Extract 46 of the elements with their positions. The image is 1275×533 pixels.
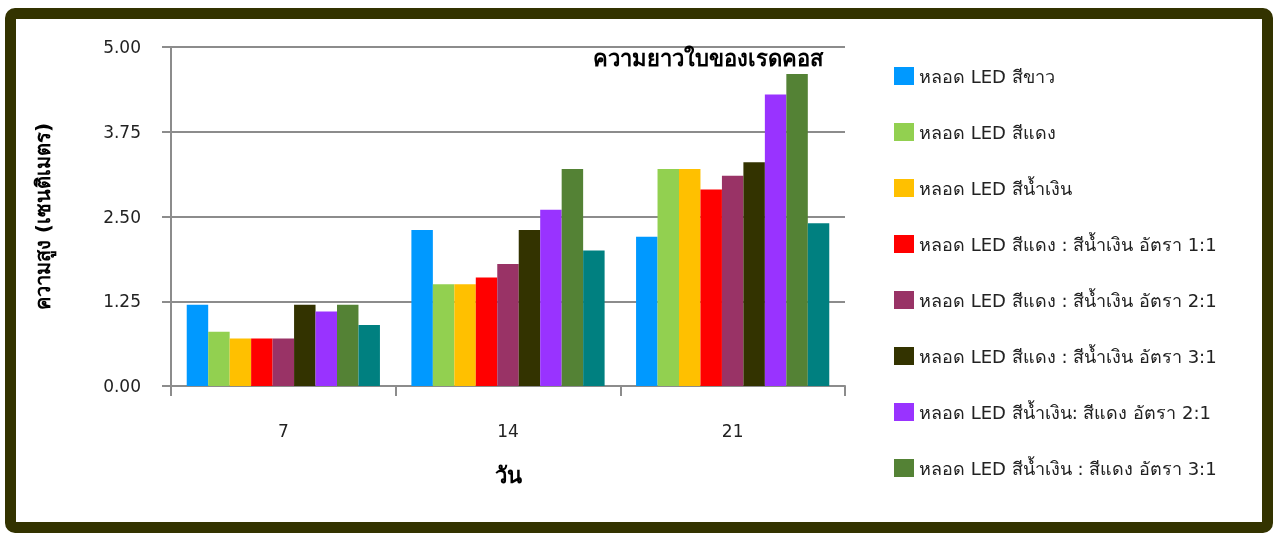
bar [432, 284, 455, 386]
bar [518, 230, 541, 386]
bar [229, 338, 252, 386]
bar [454, 284, 476, 386]
legend-label: หลอด LED สีน้ำเงิน : สีแดง อัตรา 3:1 [919, 455, 1217, 479]
x-tick-label: 7 [277, 420, 289, 441]
bar [208, 331, 230, 386]
bar [497, 263, 519, 386]
bar [315, 311, 337, 386]
bar [411, 230, 433, 386]
y-tick-label: 1.25 [103, 291, 141, 312]
bar [636, 236, 658, 386]
bar [583, 250, 605, 386]
legend-label: หลอด LED สีแดง : สีน้ำเงิน อัตรา 2:1 [919, 287, 1217, 311]
bar [475, 277, 498, 386]
chart-title: ความยาวใบของเรดคอส [593, 44, 824, 71]
x-tick-label: 21 [721, 420, 744, 441]
y-tick-label: 5.00 [103, 37, 141, 57]
bar [786, 74, 808, 386]
y-tick-label: 0.00 [103, 376, 141, 396]
bar [700, 189, 722, 386]
legend-label: หลอด LED สีแดง : สีน้ำเงิน อัตรา 1:1 [919, 231, 1217, 255]
bar [337, 304, 359, 386]
legend-label: หลอด LED สีแดง : สีน้ำเงิน อัตรา 3:1 [919, 343, 1217, 367]
bar [358, 324, 380, 386]
bar [294, 304, 316, 386]
bar [272, 338, 295, 386]
bar [743, 162, 765, 386]
legend-label: หลอด LED สีน้ำเงิน: สีแดง อัตรา 2:1 [919, 399, 1211, 423]
bar [807, 223, 830, 386]
y-tick-label: 3.75 [103, 121, 141, 142]
bar [186, 304, 209, 386]
bar [679, 169, 701, 386]
x-axis-title: วัน [494, 462, 522, 488]
bar [251, 338, 273, 386]
y-axis-title: ความสูง (เซนติเมตร) [31, 122, 57, 311]
bar [721, 175, 744, 386]
legend-label: หลอด LED สีขาว [919, 65, 1055, 87]
bar [561, 169, 584, 386]
legend-label: หลอด LED สีแดง [919, 121, 1056, 143]
bar [657, 169, 679, 386]
y-tick-label: 2.50 [103, 206, 141, 227]
legend-label: หลอด LED สีน้ำเงิน [919, 175, 1072, 199]
bar [540, 209, 562, 386]
bar [764, 94, 787, 386]
x-tick-label: 14 [497, 420, 519, 441]
